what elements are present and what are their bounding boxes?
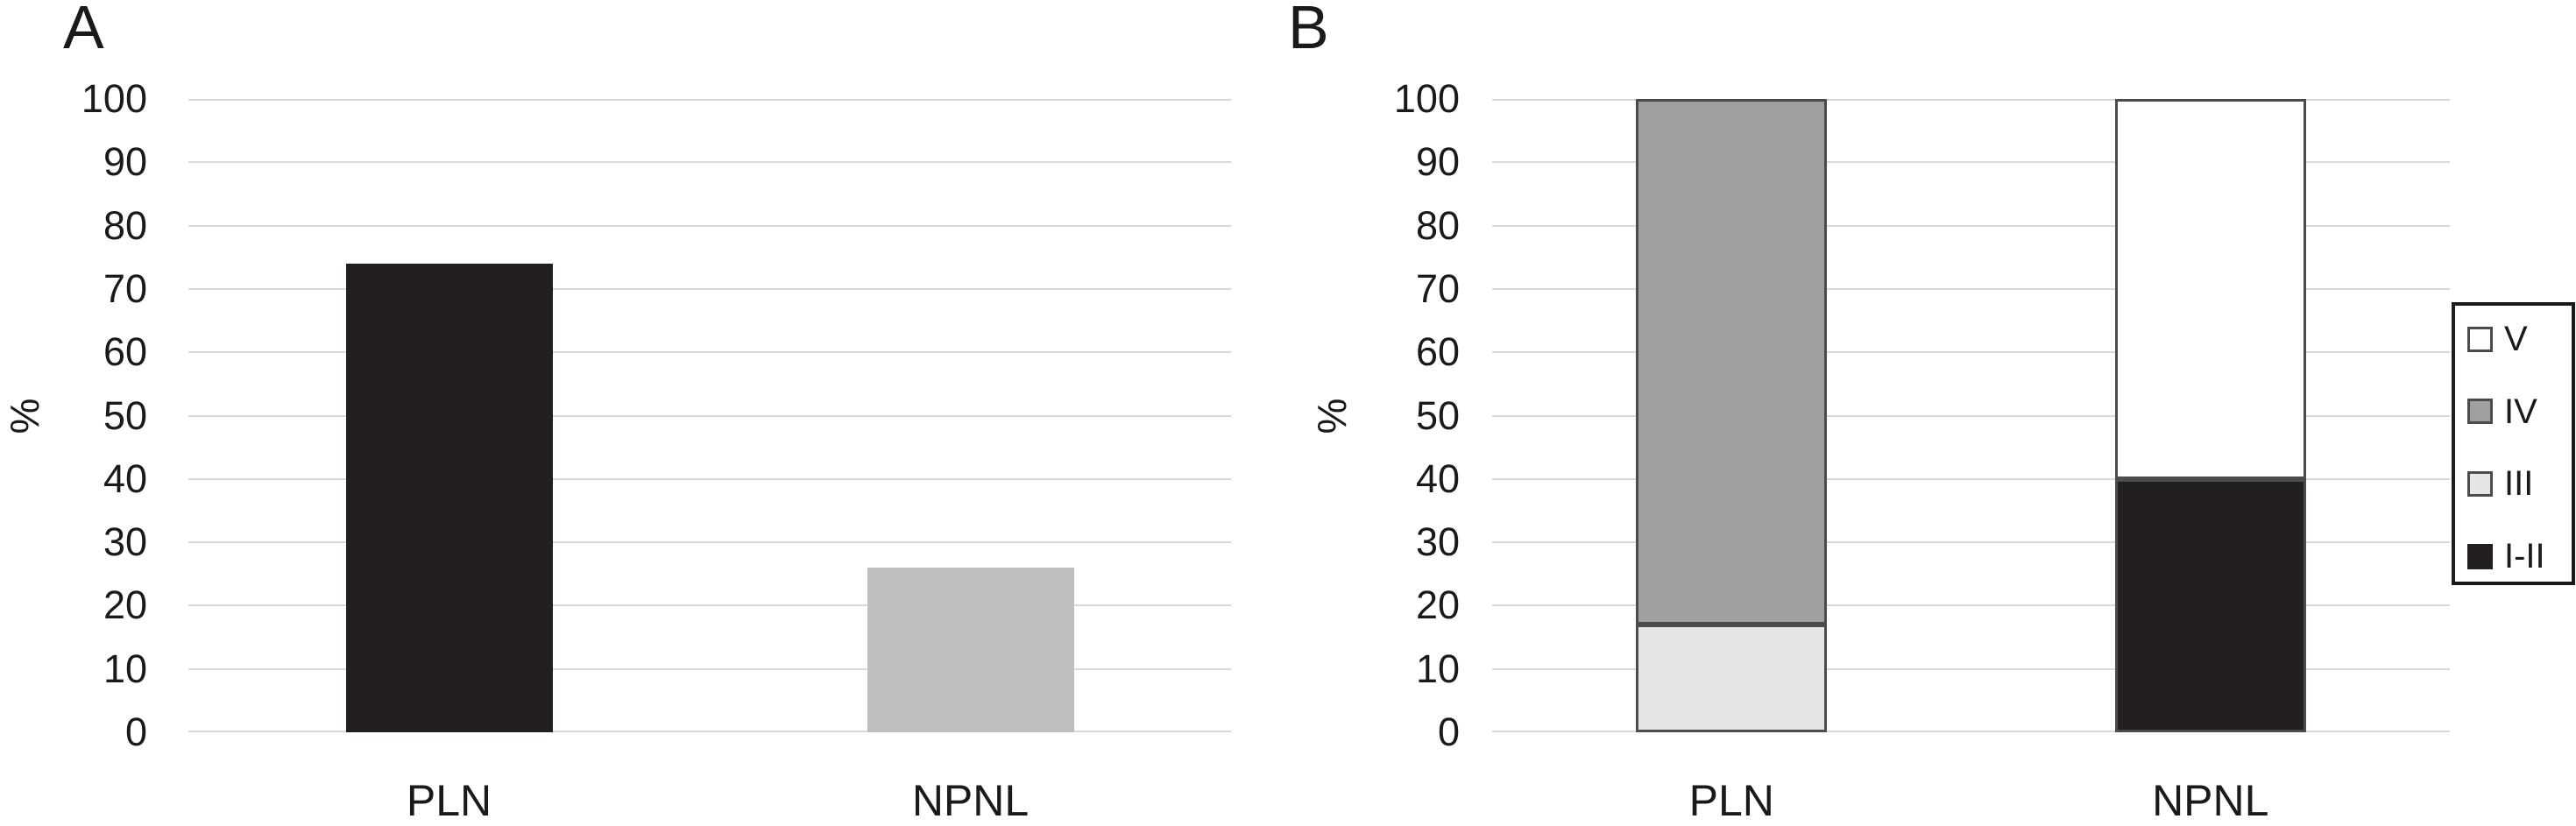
- gridline-60: [1492, 351, 2450, 354]
- y-tick-label-80: 80: [1415, 202, 1460, 248]
- gridline-100: [188, 99, 1231, 101]
- bar-pln: [345, 263, 553, 732]
- gridline-30: [1492, 541, 2450, 544]
- panel-b-label: B: [1288, 0, 1329, 61]
- gridline-90: [1492, 161, 2450, 164]
- y-tick-label-30: 30: [1415, 519, 1460, 565]
- legend-swatch-iii: [2467, 470, 2493, 497]
- legend-item-iii: III: [2467, 464, 2534, 504]
- bar-npnl-segment-v: [2114, 99, 2306, 479]
- legend-label-i-ii: I-II: [2504, 537, 2545, 576]
- gridline-20: [1492, 604, 2450, 607]
- chart-a-plot: [188, 99, 1231, 732]
- y-tick-label-90: 90: [1415, 139, 1460, 185]
- y-tick-label-50: 50: [1415, 392, 1460, 438]
- gridline-0: [188, 731, 1231, 732]
- legend-label-v: V: [2504, 320, 2528, 358]
- gridline-0: [1492, 731, 2450, 732]
- x-category-label-npnl: NPNL: [911, 776, 1030, 825]
- bar-npnl: [867, 568, 1074, 732]
- y-tick-label-40: 40: [103, 455, 147, 501]
- y-tick-label-0: 0: [124, 710, 147, 754]
- y-tick-label-60: 60: [1415, 329, 1460, 375]
- gridline-80: [188, 224, 1231, 227]
- gridline-30: [188, 541, 1231, 544]
- chart-b-plot: [1492, 99, 2450, 732]
- legend-swatch-i-ii: [2467, 543, 2493, 569]
- y-tick-label-40: 40: [1415, 455, 1460, 501]
- y-tick-label-10: 10: [103, 646, 147, 691]
- y-tick-label-60: 60: [103, 329, 147, 375]
- legend-swatch-v: [2467, 326, 2493, 352]
- gridline-60: [188, 351, 1231, 354]
- panel-a-label: A: [63, 0, 104, 61]
- x-category-label-npnl: NPNL: [2152, 776, 2269, 825]
- gridline-90: [188, 161, 1231, 164]
- y-tick-label-100: 100: [81, 76, 147, 121]
- legend-item-v: V: [2467, 320, 2528, 358]
- bar-npnl-segment-i-ii: [2114, 478, 2306, 732]
- bar-pln-segment-iv: [1636, 99, 1828, 625]
- gridline-80: [1492, 224, 2450, 227]
- y-tick-label-80: 80: [103, 202, 147, 248]
- gridline-40: [188, 477, 1231, 480]
- y-tick-label-50: 50: [103, 392, 147, 438]
- y-tick-label-20: 20: [103, 582, 147, 628]
- y-tick-label-30: 30: [103, 519, 147, 565]
- gridline-50: [188, 414, 1231, 417]
- x-category-label-pln: PLN: [1688, 776, 1774, 825]
- gridline-70: [1492, 287, 2450, 290]
- gridline-70: [188, 287, 1231, 290]
- gridline-50: [1492, 414, 2450, 417]
- legend-item-iv: IV: [2467, 392, 2537, 431]
- y-tick-label-100: 100: [1393, 76, 1460, 121]
- y-tick-label-90: 90: [103, 139, 147, 185]
- gridline-10: [1492, 667, 2450, 670]
- gridline-20: [188, 604, 1231, 607]
- y-tick-label-70: 70: [1415, 265, 1460, 311]
- legend-swatch-iv: [2467, 399, 2493, 425]
- legend-label-iii: III: [2504, 464, 2534, 504]
- gridline-10: [188, 667, 1231, 670]
- y-tick-label-0: 0: [1437, 710, 1460, 754]
- y-tick-label-10: 10: [1415, 646, 1460, 691]
- x-category-label-pln: PLN: [406, 776, 492, 825]
- y-tick-label-20: 20: [1415, 582, 1460, 628]
- gridline-40: [1492, 477, 2450, 480]
- legend-item-i-ii: I-II: [2467, 537, 2545, 576]
- bar-pln-segment-iii: [1636, 625, 1828, 732]
- y-tick-label-70: 70: [103, 265, 147, 311]
- gridline-100: [1492, 99, 2450, 101]
- legend: V IV III I-II: [2452, 302, 2575, 585]
- legend-label-iv: IV: [2504, 392, 2537, 431]
